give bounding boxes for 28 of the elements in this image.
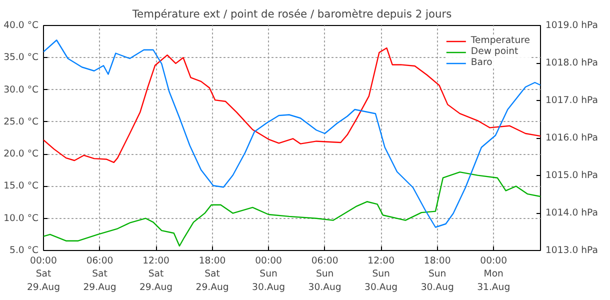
x-tick-label: 12:00 Sun 30.Aug (364, 256, 398, 293)
y-tick-label: 15.0 °C (4, 180, 39, 192)
x-tick-label: 06:00 Sat 29.Aug (83, 256, 116, 293)
y-tick-label: 5.0 °C (10, 245, 39, 256)
x-tick-label: 18:00 Sun 30.Aug (420, 256, 454, 293)
y-tick-label: 10.0 °C (4, 212, 39, 224)
x-tick-label: 00:00 Sat 29.Aug (26, 256, 60, 293)
legend-label: Baro (470, 57, 492, 68)
y-tick-label: 40.0 °C (4, 20, 39, 31)
x-tick-label: 12:00 Sat 29.Aug (140, 256, 173, 293)
y-tick-label: 30.0 °C (4, 84, 39, 96)
x-tick-label: 18:00 Sat 29.Aug (196, 256, 229, 293)
y-tick-label: 25.0 °C (4, 116, 39, 128)
y2-tick-label: 1018.0 hPa (546, 58, 598, 68)
legend-label: Temperature (470, 35, 530, 46)
y2-tick-label: 1014.0 hPa (546, 208, 598, 218)
y2-tick-label: 1016.0 hPa (546, 132, 598, 144)
chart-title: Température ext / point de rosée / baromètre depuis 2 jours (131, 8, 452, 20)
x-tick-label: 00:00 Mon 31.Aug (477, 256, 510, 293)
x-tick-label: 06:00 Sun 30.Aug (308, 256, 342, 293)
y-tick-label: 35.0 °C (4, 52, 39, 64)
y2-tick-label: 1019.0 hPa (546, 20, 598, 31)
y2-tick-label: 1017.0 hPa (546, 95, 598, 106)
y2-tick-label: 1015.0 hPa (546, 170, 598, 181)
legend-label: Dew point (470, 46, 518, 57)
y-tick-label: 20.0 °C (4, 148, 39, 160)
y2-tick-label: 1013.0 hPa (546, 245, 598, 256)
x-tick-label: 00:00 Sun 30.Aug (252, 256, 286, 293)
